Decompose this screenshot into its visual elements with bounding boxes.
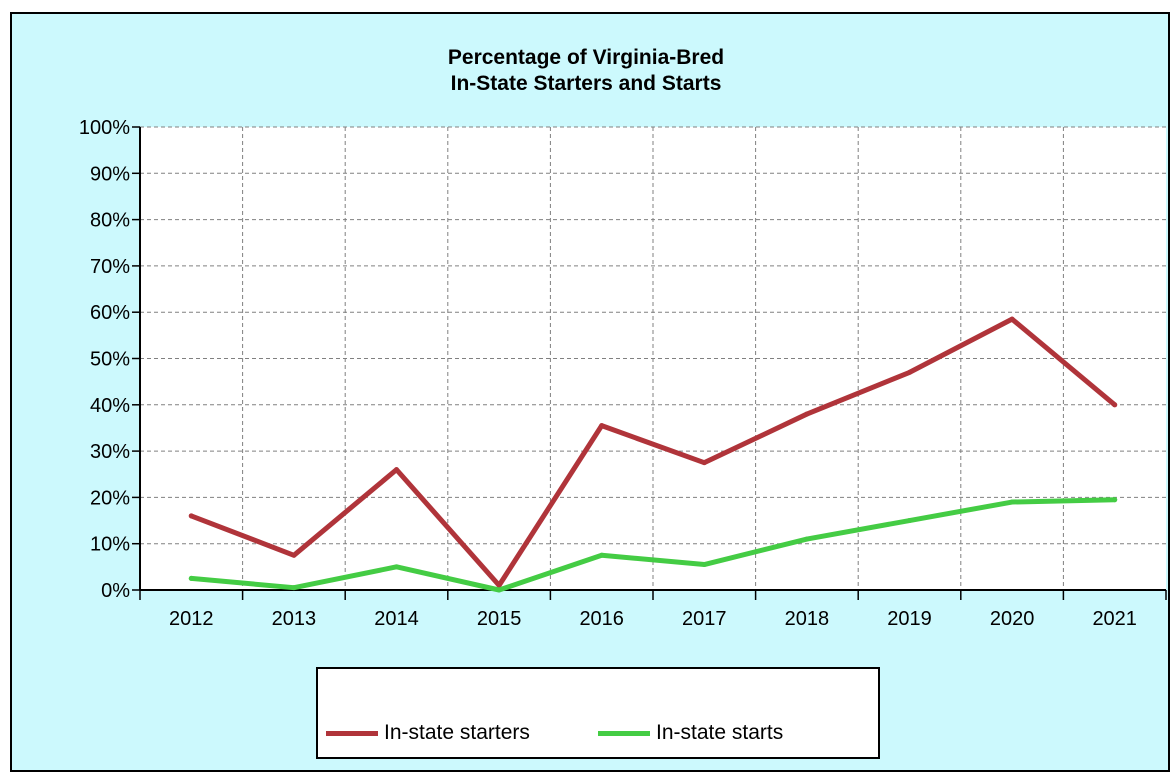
data-point-in-state-starters — [1112, 402, 1118, 408]
y-tick-label: 90% — [90, 163, 130, 185]
data-point-in-state-starters — [804, 411, 810, 417]
x-tick-label: 2018 — [785, 608, 830, 630]
data-point-in-state-starts — [907, 518, 912, 524]
x-tick-label: 2012 — [169, 608, 214, 630]
legend-swatch-in-state-starts — [598, 730, 650, 736]
series-line-in-state-starts — [188, 497, 1118, 593]
y-tick-label: 30% — [90, 441, 130, 463]
data-point-in-state-starters — [394, 467, 399, 473]
data-point-in-state-starts — [394, 564, 399, 570]
data-point-in-state-starters — [907, 369, 912, 375]
legend-item-in-state-starters: In-state starters — [326, 721, 530, 745]
x-tick-label: 2015 — [477, 608, 522, 630]
chart-title-line-2: In-State Starters and Starts — [450, 72, 722, 95]
data-point-in-state-starts — [1009, 499, 1015, 505]
y-tick-label: 60% — [90, 302, 130, 324]
axes: 0% 10% 20% 30% 40% 50% 60% 70% 80% 90% 100% 2012 201… — [79, 117, 1167, 630]
y-tick-label: 0% — [101, 580, 130, 602]
series-lines — [188, 316, 1118, 593]
x-tick-label: 2019 — [887, 608, 932, 630]
y-tick-label: 50% — [90, 349, 130, 371]
data-point-in-state-starts — [291, 585, 297, 591]
series-line-in-state-starters — [188, 316, 1118, 588]
data-point-in-state-starters — [1009, 316, 1015, 322]
data-point-in-state-starters — [496, 582, 502, 588]
y-tick-label: 10% — [90, 534, 130, 556]
x-tick-label: 2020 — [990, 608, 1035, 630]
legend-label-in-state-starters: In-state starters — [384, 721, 530, 744]
data-point-in-state-starters — [291, 552, 297, 558]
data-point-in-state-starts — [1112, 497, 1118, 503]
y-tick-label: 100% — [79, 117, 130, 139]
data-point-in-state-starts — [701, 562, 707, 568]
data-point-in-state-starters — [188, 513, 194, 519]
data-point-in-state-starters — [701, 460, 707, 466]
legend: In-state starters In-state starts — [316, 667, 880, 759]
data-point-in-state-starts — [599, 552, 605, 558]
x-tick-label: 2016 — [579, 608, 624, 630]
grid-lines — [140, 126, 1166, 590]
legend-item-in-state-starts: In-state starts — [598, 721, 783, 745]
chart-title: Percentage of Virginia-Bred In-State Sta… — [0, 45, 1172, 97]
x-tick-label: 2014 — [374, 608, 419, 630]
y-tick-label: 40% — [90, 395, 130, 417]
x-tick-label: 2013 — [272, 608, 317, 630]
data-point-in-state-starters — [599, 423, 605, 429]
legend-swatch-in-state-starters — [326, 730, 378, 736]
y-tick-label: 20% — [90, 487, 130, 509]
data-point-in-state-starts — [804, 536, 810, 542]
chart-title-line-1: Percentage of Virginia-Bred — [447, 46, 725, 69]
data-point-in-state-starts — [188, 575, 194, 581]
y-tick-label: 70% — [90, 256, 130, 278]
legend-label-in-state-starts: In-state starts — [656, 721, 784, 744]
y-tick-label: 80% — [90, 210, 130, 232]
data-point-in-state-starts — [496, 587, 502, 593]
x-tick-label: 2021 — [1092, 608, 1137, 630]
x-tick-label: 2017 — [682, 608, 727, 630]
